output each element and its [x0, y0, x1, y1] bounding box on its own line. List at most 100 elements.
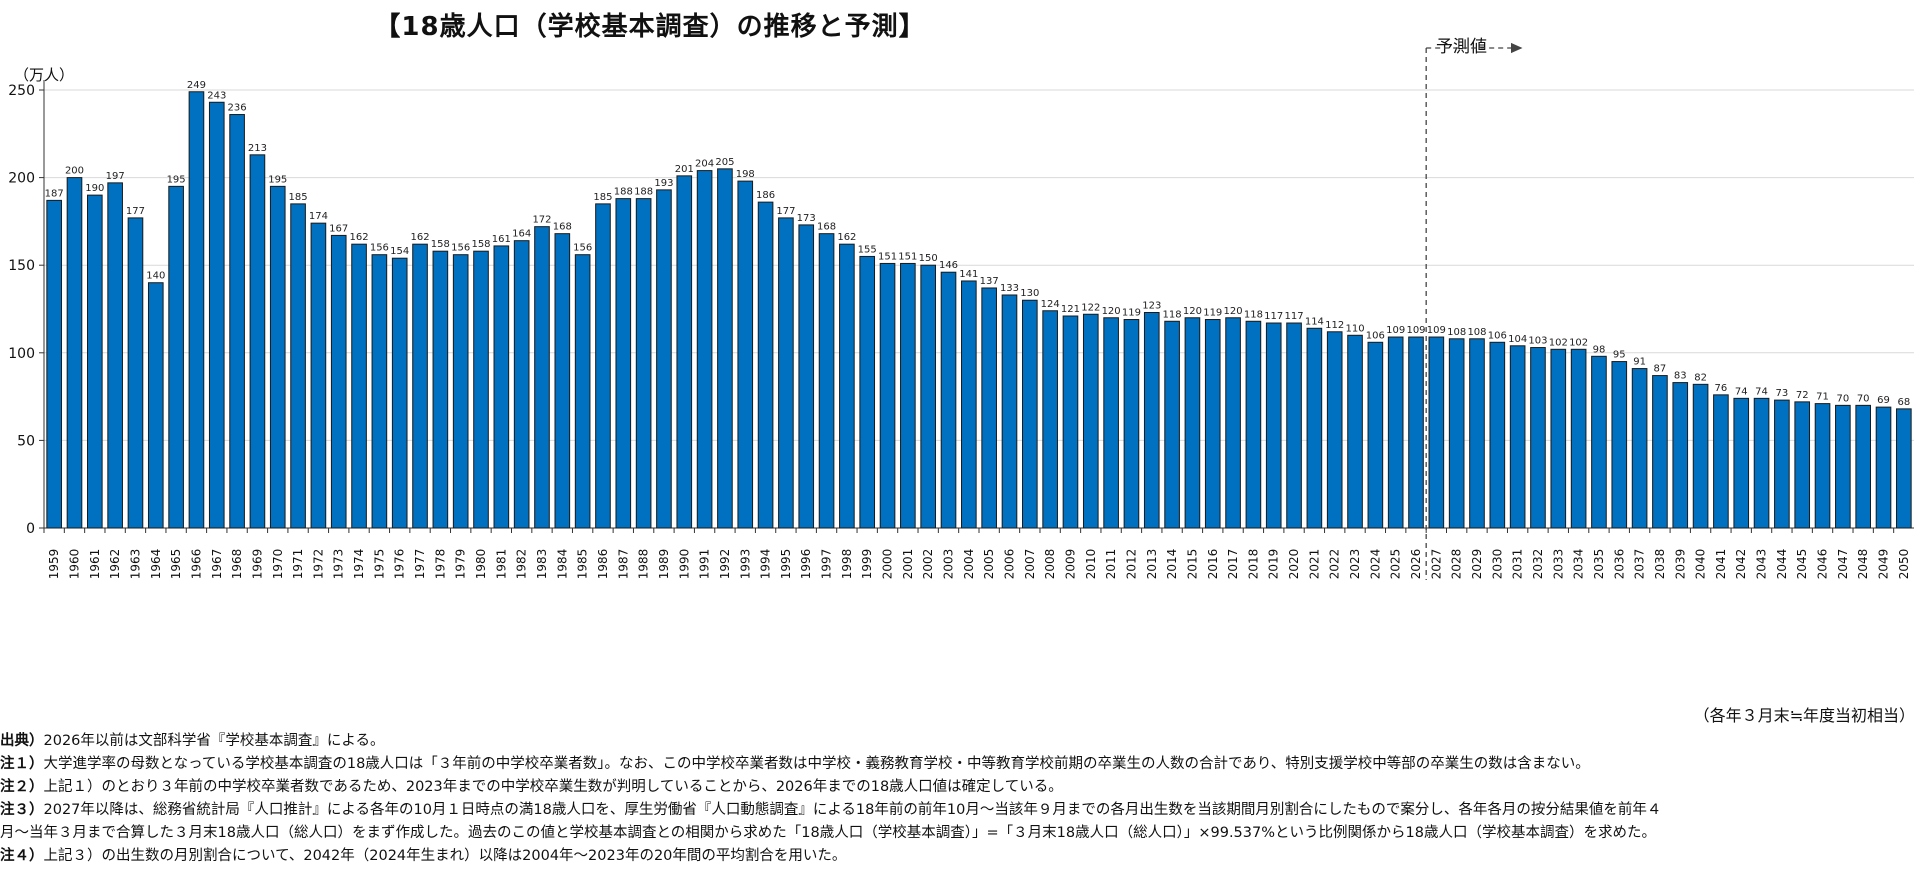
bar — [1509, 345, 1526, 529]
bar — [1875, 406, 1892, 529]
x-tick-label: 1971 — [291, 549, 305, 580]
bar — [1286, 322, 1302, 529]
y-tick-label: 150 — [8, 258, 35, 274]
data-label: 236 — [228, 103, 247, 114]
x-tick-label: 1966 — [189, 549, 203, 580]
data-label: 106 — [1366, 330, 1385, 341]
note-line: 注１）大学進学率の母数となっている学校基本調査の18歳人口は「３年前の中学校卒業… — [0, 753, 1921, 776]
bar — [1814, 403, 1831, 529]
x-tick-label: 1996 — [799, 549, 813, 580]
data-label: 190 — [85, 183, 104, 194]
bar — [1408, 336, 1424, 529]
x-tick-label: 2050 — [1897, 549, 1911, 580]
bar — [107, 182, 123, 529]
data-label: 124 — [1041, 299, 1060, 310]
x-tick-label: 2034 — [1572, 549, 1586, 580]
note-line: 注４）上記３）の出生数の月別割合について、2042年（2024年生まれ）以降は2… — [0, 845, 1921, 868]
bar — [168, 185, 184, 529]
bar — [757, 201, 774, 529]
data-label: 151 — [878, 251, 897, 262]
bar — [920, 264, 937, 529]
data-label: 151 — [898, 251, 917, 262]
bar — [1774, 399, 1790, 529]
note-line: 注３）2027年以降は、総務省統計局『人口推計』による各年の10月１日時点の満1… — [0, 799, 1921, 822]
data-label: 119 — [1122, 308, 1141, 319]
x-tick-label: 2033 — [1551, 549, 1565, 580]
data-label: 172 — [532, 215, 551, 226]
bar — [1855, 404, 1872, 529]
data-label: 167 — [329, 223, 348, 234]
data-label: 83 — [1674, 371, 1687, 382]
note-text: 2026年以前は文部科学省『学校基本調査』による。 — [43, 733, 385, 749]
x-tick-label: 1985 — [576, 549, 590, 580]
x-tick-label: 1965 — [169, 549, 183, 580]
bar — [86, 194, 103, 529]
x-tick-label: 2030 — [1490, 549, 1504, 580]
x-tick-label: 1983 — [535, 549, 549, 580]
data-label: 120 — [1102, 306, 1121, 317]
data-label: 82 — [1694, 372, 1707, 383]
x-tick-label: 2048 — [1856, 549, 1870, 580]
data-label: 164 — [512, 229, 531, 240]
bar — [940, 271, 957, 529]
x-tick-label: 1991 — [698, 549, 712, 580]
x-tick-label: 1997 — [820, 549, 834, 580]
data-label: 205 — [715, 157, 734, 168]
x-tick-label: 2011 — [1104, 549, 1118, 580]
x-tick-label: 2047 — [1836, 549, 1850, 580]
x-tick-label: 1968 — [230, 549, 244, 580]
x-tick-label: 2031 — [1511, 549, 1525, 580]
bar — [839, 243, 855, 529]
x-tick-label: 1976 — [393, 549, 407, 580]
x-tick-label: 2023 — [1348, 549, 1362, 580]
data-label: 95 — [1613, 350, 1626, 361]
x-tick-label: 2044 — [1775, 549, 1789, 580]
bar — [513, 240, 530, 529]
x-tick-label: 2046 — [1816, 549, 1830, 580]
bars — [46, 91, 1912, 529]
note-label: 注２） — [0, 779, 44, 795]
data-label: 213 — [248, 143, 267, 154]
bar — [330, 234, 347, 529]
data-label: 137 — [980, 276, 999, 287]
bar — [656, 189, 672, 529]
x-tick-label: 2015 — [1185, 549, 1199, 580]
bar — [859, 255, 876, 529]
data-label: 73 — [1776, 388, 1789, 399]
x-tick-label: 1981 — [494, 549, 508, 580]
bar — [1123, 319, 1140, 529]
data-label: 249 — [187, 80, 206, 91]
data-label: 74 — [1755, 386, 1768, 397]
data-label: 130 — [1020, 288, 1039, 299]
bar — [1204, 319, 1221, 529]
data-label: 195 — [167, 174, 186, 185]
bar — [290, 203, 306, 529]
x-tick-label: 2006 — [1002, 549, 1016, 580]
bar — [1591, 355, 1607, 529]
forecast-marker — [1425, 42, 1523, 580]
bar — [1326, 331, 1343, 529]
note-text: 上記３）の出生数の月別割合について、2042年（2024年生まれ）以降は2004… — [43, 848, 847, 864]
x-tick-label: 2000 — [881, 549, 895, 580]
bar — [1835, 404, 1851, 529]
data-label: 102 — [1569, 337, 1588, 348]
data-label: 133 — [1000, 283, 1019, 294]
bar — [1713, 394, 1729, 529]
x-tick-label: 1962 — [108, 549, 122, 580]
bar — [249, 154, 266, 529]
bar — [452, 254, 469, 529]
y-tick-label: 100 — [8, 346, 35, 362]
x-tick-label: 1978 — [433, 549, 447, 580]
data-label: 98 — [1593, 344, 1606, 355]
data-label: 103 — [1528, 336, 1547, 347]
data-label: 102 — [1549, 337, 1568, 348]
data-label: 68 — [1897, 397, 1910, 408]
x-tick-label: 1972 — [311, 549, 325, 580]
bar — [229, 114, 245, 529]
data-label: 188 — [634, 187, 653, 198]
x-tick-label: 1999 — [860, 549, 874, 580]
note-text: 上記１）のとおり３年前の中学校卒業者数であるため、2023年までの中学校卒業生数… — [43, 779, 1063, 795]
data-label: 123 — [1142, 301, 1161, 312]
x-tick-label: 2025 — [1389, 549, 1403, 580]
data-label: 155 — [858, 244, 877, 255]
